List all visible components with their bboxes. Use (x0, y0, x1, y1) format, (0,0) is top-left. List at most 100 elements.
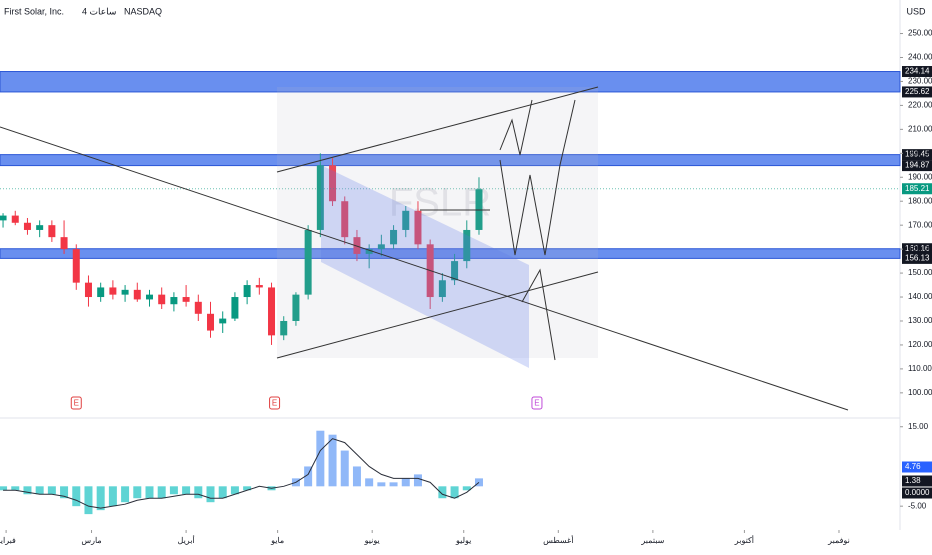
trendline (276, 86, 599, 173)
candle-body (243, 285, 251, 298)
range-box (277, 87, 598, 358)
macd-badge (902, 461, 932, 473)
price-badge (902, 243, 932, 255)
histogram-bar (47, 486, 56, 495)
histogram-bar (0, 486, 8, 491)
histogram-bar (450, 486, 459, 499)
trendline (276, 271, 599, 359)
price-badge (902, 86, 932, 98)
price-badge-label: 225.62 (905, 87, 930, 96)
price-badge-label: 156.13 (905, 254, 930, 263)
candle-body (377, 244, 385, 250)
histogram-bar (328, 434, 337, 487)
last-price-label: 185.21 (905, 184, 930, 193)
x-tick-label: يونيو (364, 536, 380, 545)
y-tick-label: 160.00 (908, 244, 932, 253)
histogram-bar (35, 486, 44, 495)
y-tick-label: 230.00 (908, 77, 932, 86)
candle-body (255, 285, 263, 288)
x-tick-label: فبراير (0, 536, 16, 545)
x-tick-label: أكتوبر (734, 534, 754, 545)
candle-body (390, 229, 398, 245)
candle-body (158, 294, 166, 305)
candle-body (133, 289, 141, 300)
candle-body (231, 297, 239, 319)
price-badge-label: 160.16 (905, 244, 930, 253)
candle-body (341, 201, 349, 238)
candle-body (109, 287, 117, 295)
histogram-bar (218, 486, 227, 499)
x-tick-label: نوفمبر (827, 536, 850, 545)
candle-body (402, 210, 410, 230)
candle-body (194, 301, 202, 314)
price-badge-label: 234.14 (905, 67, 930, 76)
channel (321, 165, 529, 368)
histogram-bar (108, 486, 117, 507)
y-tick-label: 240.00 (908, 53, 932, 62)
price-badge (902, 252, 932, 264)
candle-body (292, 294, 300, 321)
macd-badge (902, 487, 932, 499)
candle-body (121, 289, 129, 295)
candle-body (219, 318, 227, 324)
candle-body (72, 249, 80, 283)
histogram-bar (352, 466, 361, 487)
histogram-bar (413, 474, 422, 487)
drawings (0, 86, 849, 411)
price-badge (902, 149, 932, 161)
candle-body (268, 287, 276, 336)
y-tick-label: 130.00 (908, 316, 932, 325)
candle-body (97, 287, 105, 298)
macd-line (3, 438, 480, 509)
x-tick-label: يوليو (455, 536, 471, 545)
path-arrow (499, 99, 576, 256)
y-tick-label: 200.00 (908, 148, 932, 157)
candle-body (11, 215, 19, 223)
histogram-bar (72, 486, 81, 507)
y-tick-label: 140.00 (908, 292, 932, 301)
histogram-bar (340, 450, 349, 487)
y-tick-label: 190.00 (908, 172, 932, 181)
trendline (0, 126, 849, 411)
interval: 4 ساعات (82, 6, 116, 16)
histogram-bar (60, 486, 69, 499)
histogram-bar (11, 486, 20, 491)
y-tick-label: 180.00 (908, 196, 932, 205)
candle-body (145, 294, 153, 300)
candle-body (280, 320, 288, 336)
x-tick-label: أغسطس (543, 534, 573, 545)
histogram-bar (316, 430, 325, 487)
event-marker (531, 396, 543, 410)
y-tick-label: 120.00 (908, 340, 932, 349)
candle-body (170, 297, 178, 305)
price-badge-label: 199.45 (905, 150, 930, 159)
event-marker (269, 396, 281, 410)
x-tick-label: مارس (81, 536, 101, 545)
y-tick-label: 220.00 (908, 101, 932, 110)
y-tick-label: 100.00 (908, 388, 932, 397)
candle-body (463, 229, 471, 262)
histogram-bar (84, 486, 93, 515)
x-tick-label: أبريل (178, 534, 195, 545)
histogram-bar (401, 478, 410, 487)
histogram-bar (145, 486, 154, 499)
candle-body (23, 222, 31, 230)
histogram-bar (194, 486, 203, 499)
event-marker (70, 396, 82, 410)
x-tick-label: سبتمبر (640, 536, 664, 545)
histogram-bar (243, 486, 252, 491)
macd-badge-label: 1.38 (905, 476, 921, 485)
x-tick-label: مايو (270, 536, 284, 545)
candle-body (304, 229, 312, 295)
y-tick-label: 15.00 (908, 422, 929, 431)
y-tick-label: -5.00 (908, 501, 927, 510)
candle-body (438, 280, 446, 298)
histogram-bar (365, 478, 374, 487)
histogram-bar (121, 486, 130, 503)
y-tick-label: 150.00 (908, 268, 932, 277)
path-arrow (521, 268, 556, 361)
price-badge-label: 194.87 (905, 161, 930, 170)
candle-body (207, 313, 215, 331)
y-tick-label: 110.00 (908, 364, 932, 373)
histogram-bar (462, 486, 471, 491)
